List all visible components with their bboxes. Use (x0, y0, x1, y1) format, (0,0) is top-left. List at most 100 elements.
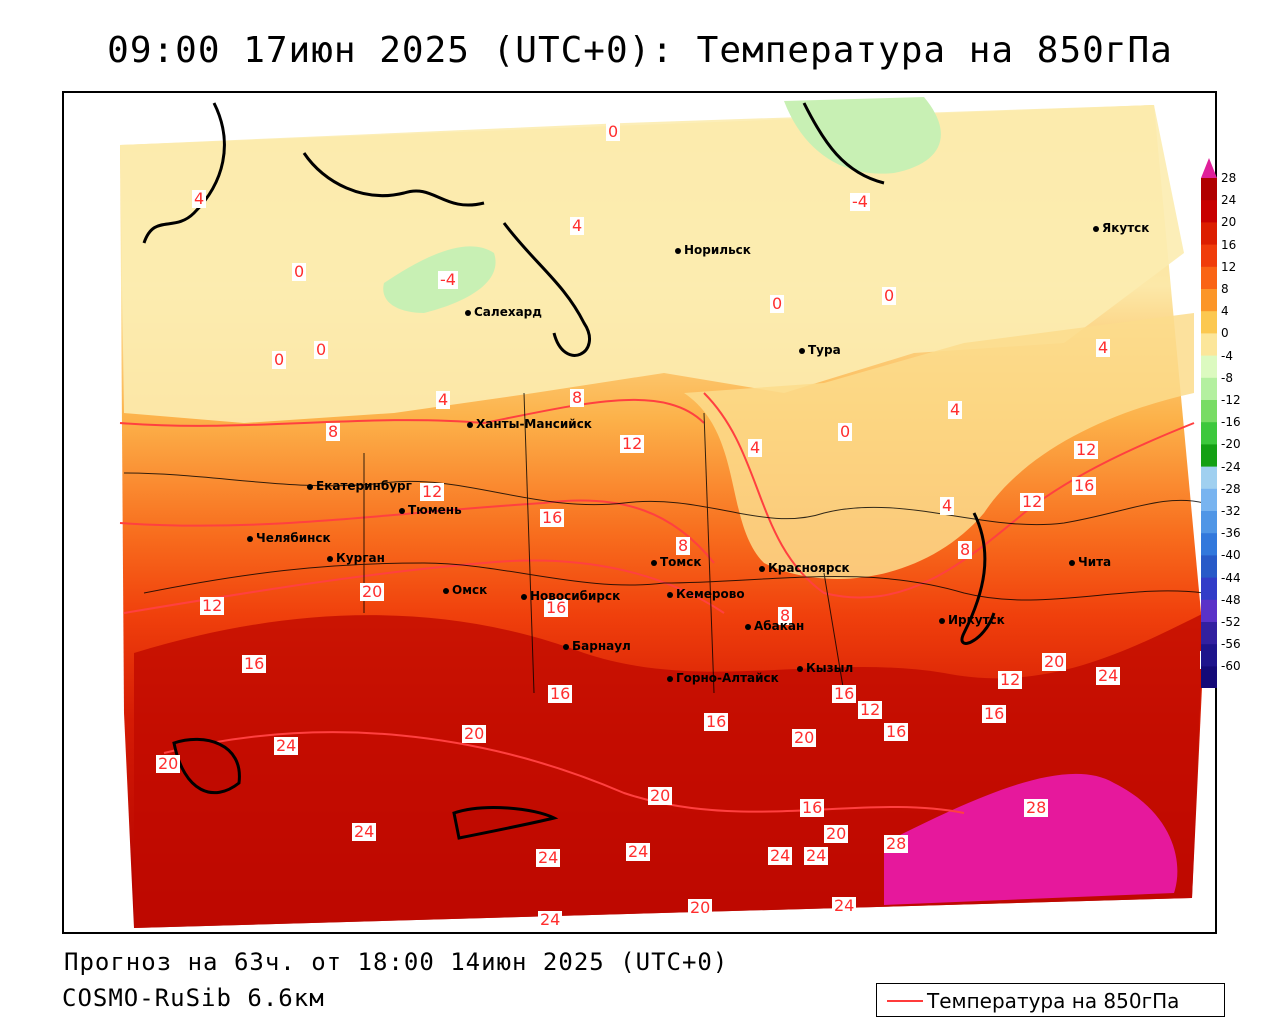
color-bar-segment (1201, 511, 1217, 534)
color-bar-segment (1201, 533, 1217, 556)
color-bar-segment (1201, 178, 1217, 201)
city-gorno-altaysk: Горно-Алтайск (667, 671, 779, 685)
color-bar-label: -44 (1221, 570, 1241, 585)
lake-balkhash (452, 806, 559, 840)
yellow-lobe (684, 313, 1194, 579)
temperature-map: 4 0 -4 -4 0 4 0 0 0 4 0 0 4 8 8 12 4 12 … (62, 91, 1217, 934)
isotherm-label: 4 (192, 189, 207, 208)
city-omsk: Омск (442, 583, 488, 597)
color-bar-label: -36 (1221, 526, 1241, 541)
city-tomsk: Томск (651, 555, 702, 569)
isotherm-label: -4 (850, 192, 870, 211)
color-bar-label: 16 (1221, 237, 1237, 252)
color-bar-label: 20 (1221, 215, 1237, 230)
color-bar-segment (1201, 289, 1217, 312)
color-bar-label: -52 (1221, 615, 1241, 629)
color-bar-label: 28 (1221, 171, 1237, 185)
isotherm-label: 4 (570, 216, 585, 235)
model-name: COSMO-RuSib 6.6км (62, 984, 325, 1012)
isotherm-label: 0 (292, 262, 307, 281)
color-bar-label: -60 (1221, 659, 1241, 674)
city-norilsk: Норильск (675, 243, 751, 257)
color-bar-segment (1201, 622, 1217, 645)
isotherm-label: 0 (314, 340, 329, 359)
color-bar-label: -40 (1221, 548, 1241, 563)
isotherm-label: 16 (704, 712, 729, 731)
color-bar-label: 0 (1221, 326, 1229, 341)
isotherm-label: 4 (940, 496, 955, 515)
isotherm-label: 28 (1024, 798, 1049, 817)
color-bar (1201, 158, 1217, 688)
isotherm-label: 24 (768, 846, 793, 865)
forecast-info: Прогноз на 63ч. от 18:00 14июн 2025 (UTC… (64, 948, 729, 976)
isotherm-label: 20 (648, 786, 673, 805)
isotherm-label: 24 (832, 896, 857, 915)
isotherm-label: 24 (538, 910, 563, 929)
color-bar-segment (1201, 488, 1217, 512)
color-bar-segment (1201, 577, 1217, 601)
color-bar-label: -32 (1221, 504, 1241, 518)
isotherm-label: 4 (748, 438, 763, 457)
isotherm-label: 12 (420, 482, 445, 501)
city-tyumen: Тюмень (399, 503, 462, 517)
city-barnaul: Барнаул (563, 639, 631, 653)
isotherm-label: 8 (676, 536, 691, 555)
isotherm-label: 24 (626, 842, 651, 861)
color-bar-segment (1201, 666, 1217, 688)
isotherm-label: 12 (998, 670, 1023, 689)
map-canvas (119, 97, 1205, 928)
color-bar-segment (1201, 200, 1217, 223)
city-kyzyl: Кызыл (796, 661, 854, 675)
map-legend: Температура на 850гПа (876, 983, 1225, 1017)
color-bar-segment (1201, 377, 1217, 401)
color-bar-segment (1201, 466, 1217, 490)
color-bar-label: -56 (1221, 637, 1241, 652)
color-bar-label: -48 (1221, 592, 1241, 607)
city-novosibirsk: Новосибирск (520, 589, 621, 603)
city-yekaterinburg: Екатеринбург (307, 479, 412, 493)
cool-zone (120, 105, 1184, 423)
color-bar-label: -4 (1221, 348, 1233, 363)
isotherm-label: 20 (824, 824, 849, 843)
city-khanty-mansiysk: Ханты-Мансийск (467, 417, 592, 431)
color-bar-label: -16 (1221, 415, 1241, 430)
color-bar-segment (1201, 222, 1217, 246)
city-krasnoyarsk: Красноярск (759, 561, 850, 575)
color-bar-label: -20 (1221, 437, 1241, 452)
isotherm-label: 4 (948, 400, 963, 419)
isotherm-label: 24 (536, 848, 561, 867)
legend-label: Температура на 850гПа (927, 989, 1180, 1013)
isotherm-label: 20 (688, 898, 713, 917)
color-bar-segment (1201, 644, 1217, 667)
isotherm-label: 20 (462, 724, 487, 743)
isotherm-label: 20 (360, 582, 385, 601)
isotherm-label: 12 (1074, 440, 1099, 459)
isotherm-label: 16 (832, 684, 857, 703)
color-bar-top-arrow (1201, 158, 1217, 178)
isotherm-label: 8 (570, 388, 585, 407)
isotherm-label: 28 (884, 834, 909, 853)
color-bar-label: -28 (1221, 481, 1241, 496)
isotherm-label: 12 (858, 700, 883, 719)
isotherm-label: 24 (274, 736, 299, 755)
coastline (142, 102, 996, 645)
isotherm-label: 24 (804, 846, 829, 865)
isotherm-label: 8 (326, 422, 341, 441)
isotherm-label: 12 (200, 596, 225, 615)
color-bar-label: 8 (1221, 282, 1229, 296)
isotherm-label: 16 (884, 722, 909, 741)
map-title: 09:00 17июн 2025 (UTC+0): Температура на… (107, 30, 1173, 71)
isotherm-label: 0 (882, 286, 897, 305)
isotherm-label: 0 (606, 122, 621, 141)
color-bar-label: -24 (1221, 459, 1241, 474)
color-bar-label: 24 (1221, 193, 1237, 208)
isotherm-label: 20 (1042, 652, 1067, 671)
city-kurgan: Курган (327, 551, 385, 565)
isotherm-contours (119, 392, 1195, 814)
isotherm-label: 4 (436, 390, 451, 409)
isotherm-label: 12 (1020, 492, 1045, 511)
color-bar-segment (1201, 333, 1217, 357)
color-bar-segment (1201, 244, 1217, 268)
isotherm-label: 4 (1096, 338, 1111, 357)
isotherm-label: 16 (544, 598, 569, 617)
